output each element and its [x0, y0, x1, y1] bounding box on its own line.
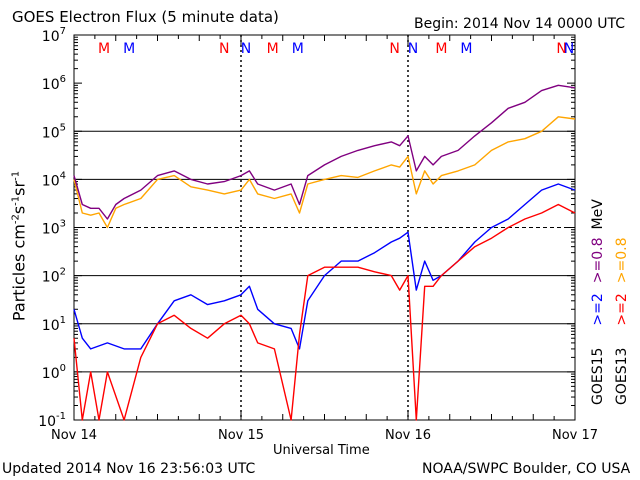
plot-border: [73, 34, 576, 421]
y-tick-label: 104: [42, 170, 66, 189]
x-tick-label: Nov 15: [218, 428, 264, 443]
legend: GOES15>=2>=0.8MeV GOES13>=2>=0.8: [590, 199, 630, 405]
marker-label: N: [408, 41, 418, 57]
y-tick-label: 100: [42, 363, 66, 382]
marker-label: M: [460, 41, 472, 57]
y-tick-label: 106: [42, 74, 66, 93]
y-tick-label: 10-1: [38, 411, 66, 430]
series-line: [73, 116, 576, 229]
marker-label: M: [98, 41, 110, 57]
x-tick-label: Nov 14: [51, 428, 97, 443]
marker-label: N: [219, 41, 229, 57]
marker-label: M: [123, 41, 135, 57]
marker-label: N: [389, 41, 399, 57]
y-tick-labels: 10-1 100 101 102 103 104 105 106 107: [38, 26, 66, 430]
series-layer: [73, 84, 576, 421]
marker-label: N: [556, 41, 566, 57]
updated-timestamp: Updated 2014 Nov 16 23:56:03 UTC: [2, 461, 256, 477]
marker-label: M: [435, 41, 447, 57]
x-axis-label: Universal Time: [273, 443, 370, 458]
x-tick-label: Nov 16: [385, 428, 431, 443]
chart-title: GOES Electron Flux (5 minute data): [12, 8, 279, 26]
plot-frame: [73, 34, 576, 421]
x-tick-label: Nov 17: [552, 428, 598, 443]
marker-label: M: [292, 41, 304, 57]
y-tick-label: 101: [42, 315, 66, 334]
y-axis-label: Particles cm-2s-1sr-1: [9, 170, 29, 322]
legend-column: GOES13>=2>=0.8: [614, 237, 630, 405]
marker-label: N: [564, 41, 574, 57]
marker-label: M: [267, 41, 279, 57]
y-tick-label: 105: [42, 122, 66, 141]
local-time-markers: M M N N M M N N M M NN: [98, 41, 574, 57]
credit-text: NOAA/SWPC Boulder, CO USA: [422, 461, 631, 477]
x-tick-labels: Nov 14 Nov 15 Nov 16 Nov 17: [51, 428, 598, 443]
begin-time: Begin: 2014 Nov 14 0000 UTC: [414, 16, 625, 32]
y-tick-label: 103: [42, 219, 66, 238]
grid-layer: [73, 34, 576, 421]
series-line: [73, 203, 576, 421]
legend-column: GOES15>=2>=0.8MeV: [590, 199, 606, 405]
y-tick-label: 107: [42, 26, 66, 45]
series-line: [73, 84, 576, 220]
y-tick-label: 102: [42, 267, 66, 286]
marker-label: N: [241, 41, 251, 57]
